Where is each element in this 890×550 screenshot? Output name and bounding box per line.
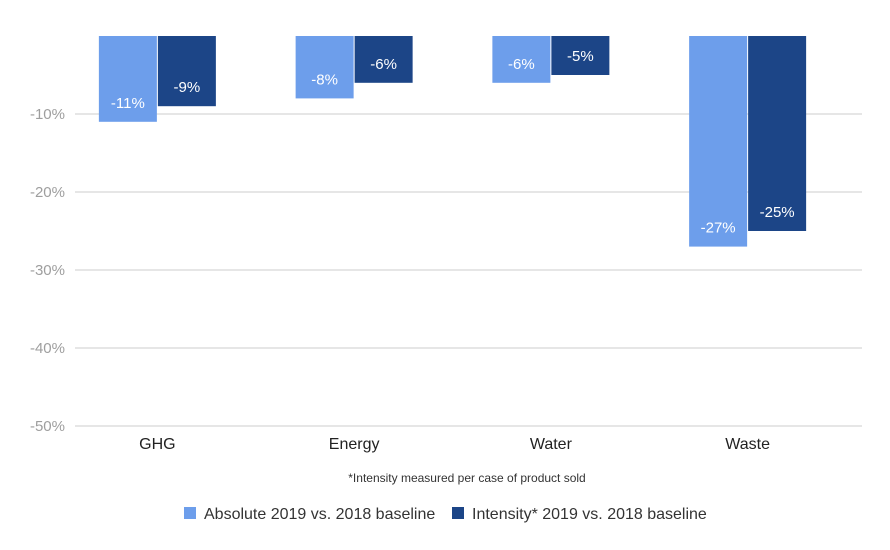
data-label: -5% bbox=[567, 48, 594, 65]
data-label: -8% bbox=[311, 71, 338, 88]
x-category-label: Energy bbox=[329, 436, 380, 453]
data-label: -9% bbox=[174, 79, 201, 96]
bars bbox=[98, 36, 807, 247]
legend-swatch bbox=[184, 507, 196, 519]
x-category-label: Water bbox=[530, 436, 573, 453]
data-label: -25% bbox=[760, 204, 795, 221]
bar-absolute-energy bbox=[295, 36, 354, 99]
legend-label: Intensity* 2019 vs. 2018 baseline bbox=[472, 506, 707, 523]
legend-swatch bbox=[452, 507, 464, 519]
bar-absolute-water bbox=[492, 36, 551, 83]
data-label: -27% bbox=[701, 220, 736, 237]
bar-absolute-waste bbox=[689, 36, 748, 247]
bar-intensity-waste bbox=[748, 36, 807, 231]
data-label: -6% bbox=[508, 56, 535, 73]
bar-intensity-ghg bbox=[157, 36, 216, 107]
y-tick-label: -50% bbox=[30, 418, 65, 435]
legend: Absolute 2019 vs. 2018 baseline Intensity… bbox=[184, 506, 707, 523]
y-tick-label: -10% bbox=[30, 106, 65, 123]
y-tick-label: -30% bbox=[30, 262, 65, 279]
y-tick-label: -20% bbox=[30, 184, 65, 201]
data-labels: -11% -9% -8% -6% -6% -5% -27% -25% bbox=[111, 48, 795, 237]
bar-absolute-ghg bbox=[98, 36, 157, 122]
legend-label: Absolute 2019 vs. 2018 baseline bbox=[204, 506, 435, 523]
y-tick-label: -40% bbox=[30, 340, 65, 357]
data-label: -11% bbox=[111, 95, 145, 112]
x-axis-categories: GHG Energy Water Waste bbox=[139, 436, 770, 453]
x-category-label: Waste bbox=[725, 436, 770, 453]
x-category-label: GHG bbox=[139, 436, 175, 453]
y-axis-ticks: -10% -20% -30% -40% -50% bbox=[30, 106, 65, 435]
footnote: *Intensity measured per case of product … bbox=[348, 471, 585, 485]
bar-intensity-energy bbox=[354, 36, 413, 83]
data-label: -6% bbox=[370, 56, 397, 73]
bar-intensity-water bbox=[551, 36, 610, 75]
